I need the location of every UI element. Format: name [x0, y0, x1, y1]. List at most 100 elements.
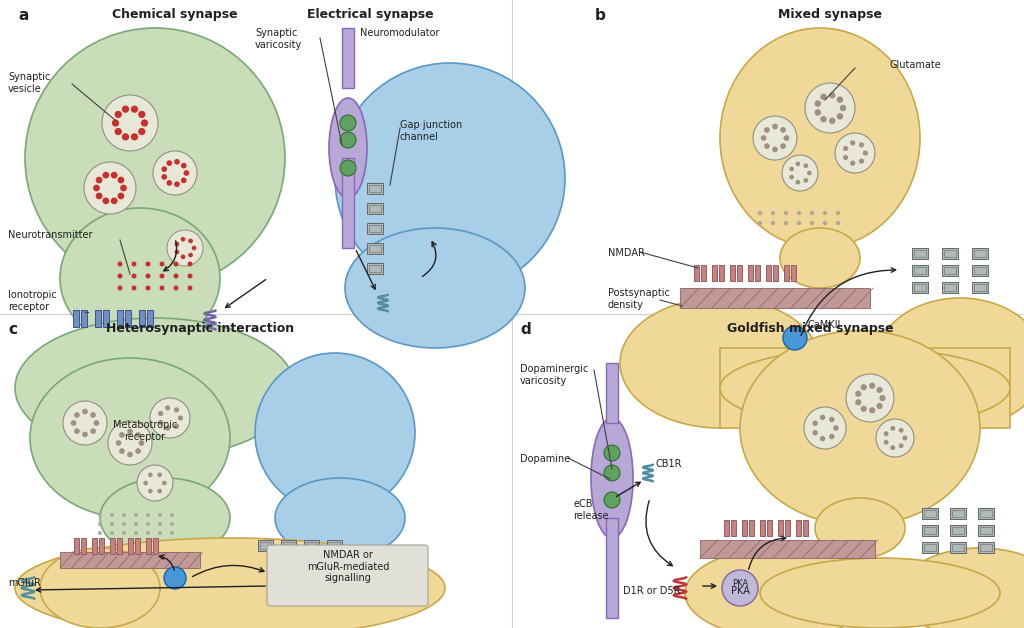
Circle shape	[764, 127, 770, 133]
Circle shape	[122, 522, 126, 526]
Circle shape	[145, 261, 151, 266]
Circle shape	[110, 513, 114, 517]
Circle shape	[116, 440, 122, 446]
Ellipse shape	[329, 98, 367, 198]
Circle shape	[843, 155, 848, 160]
Bar	[924, 509, 936, 516]
Bar	[924, 526, 936, 534]
Circle shape	[90, 412, 96, 418]
Bar	[103, 310, 109, 327]
Circle shape	[162, 166, 167, 172]
Circle shape	[783, 211, 788, 215]
Circle shape	[131, 274, 136, 278]
Circle shape	[604, 445, 620, 461]
Bar	[742, 520, 746, 536]
Text: CB1R: CB1R	[656, 459, 683, 469]
Circle shape	[122, 531, 126, 535]
Circle shape	[153, 151, 197, 195]
Ellipse shape	[40, 548, 160, 628]
Bar	[367, 242, 383, 254]
Bar	[912, 247, 928, 259]
Circle shape	[191, 246, 197, 251]
Circle shape	[863, 150, 868, 156]
Circle shape	[102, 95, 158, 151]
Bar	[305, 541, 316, 548]
Bar	[980, 526, 992, 534]
Circle shape	[122, 513, 126, 517]
Ellipse shape	[740, 330, 980, 526]
Circle shape	[807, 171, 812, 175]
Circle shape	[173, 261, 178, 266]
Bar	[944, 266, 956, 274]
Text: NMDAR or
mGluR-mediated
signalling: NMDAR or mGluR-mediated signalling	[307, 550, 389, 583]
Circle shape	[796, 161, 801, 166]
Circle shape	[170, 531, 174, 535]
Bar	[942, 247, 958, 259]
Circle shape	[119, 432, 125, 438]
Circle shape	[146, 513, 150, 517]
Circle shape	[820, 116, 826, 122]
Circle shape	[783, 326, 807, 350]
Circle shape	[771, 221, 775, 225]
Circle shape	[837, 113, 843, 119]
Bar	[110, 538, 115, 554]
Circle shape	[119, 448, 125, 454]
Bar	[128, 538, 133, 554]
Circle shape	[835, 133, 874, 173]
Bar	[972, 247, 988, 259]
Bar	[785, 520, 790, 536]
Circle shape	[167, 230, 203, 266]
Ellipse shape	[30, 358, 230, 518]
FancyBboxPatch shape	[267, 545, 428, 606]
Circle shape	[843, 146, 848, 151]
Circle shape	[118, 176, 124, 183]
Circle shape	[174, 249, 179, 254]
Ellipse shape	[25, 28, 285, 288]
Bar	[154, 538, 158, 554]
Bar	[680, 288, 870, 308]
Circle shape	[145, 286, 151, 291]
Bar	[329, 541, 340, 548]
Bar	[972, 264, 988, 276]
Text: Chemical synapse: Chemical synapse	[113, 8, 238, 21]
Circle shape	[187, 274, 193, 278]
Bar	[369, 264, 381, 271]
Circle shape	[160, 261, 165, 266]
Text: NMDAR: NMDAR	[608, 248, 645, 258]
Bar	[974, 283, 986, 291]
Text: PKA: PKA	[732, 580, 749, 588]
Bar	[796, 520, 801, 536]
Ellipse shape	[815, 498, 905, 558]
Circle shape	[812, 421, 818, 426]
Circle shape	[761, 135, 766, 141]
Circle shape	[158, 531, 162, 535]
Circle shape	[783, 221, 788, 225]
Circle shape	[173, 286, 178, 291]
Circle shape	[127, 429, 133, 435]
Bar	[259, 541, 270, 548]
Circle shape	[836, 211, 841, 215]
Ellipse shape	[760, 558, 1000, 628]
Circle shape	[790, 166, 794, 171]
Circle shape	[90, 428, 96, 434]
Bar	[974, 266, 986, 274]
Circle shape	[810, 221, 814, 225]
Circle shape	[187, 286, 193, 291]
Bar	[369, 185, 381, 192]
Circle shape	[173, 274, 178, 278]
Circle shape	[810, 211, 814, 215]
Bar	[778, 520, 782, 536]
Bar	[767, 520, 772, 536]
Circle shape	[899, 443, 903, 448]
Circle shape	[111, 197, 118, 204]
Circle shape	[138, 128, 145, 135]
Bar	[980, 543, 992, 551]
Bar	[92, 538, 97, 554]
Bar	[73, 310, 79, 327]
Bar	[606, 363, 618, 423]
Bar	[914, 249, 926, 256]
Circle shape	[174, 159, 180, 165]
Circle shape	[797, 211, 801, 215]
Circle shape	[122, 133, 129, 141]
Circle shape	[181, 178, 186, 183]
